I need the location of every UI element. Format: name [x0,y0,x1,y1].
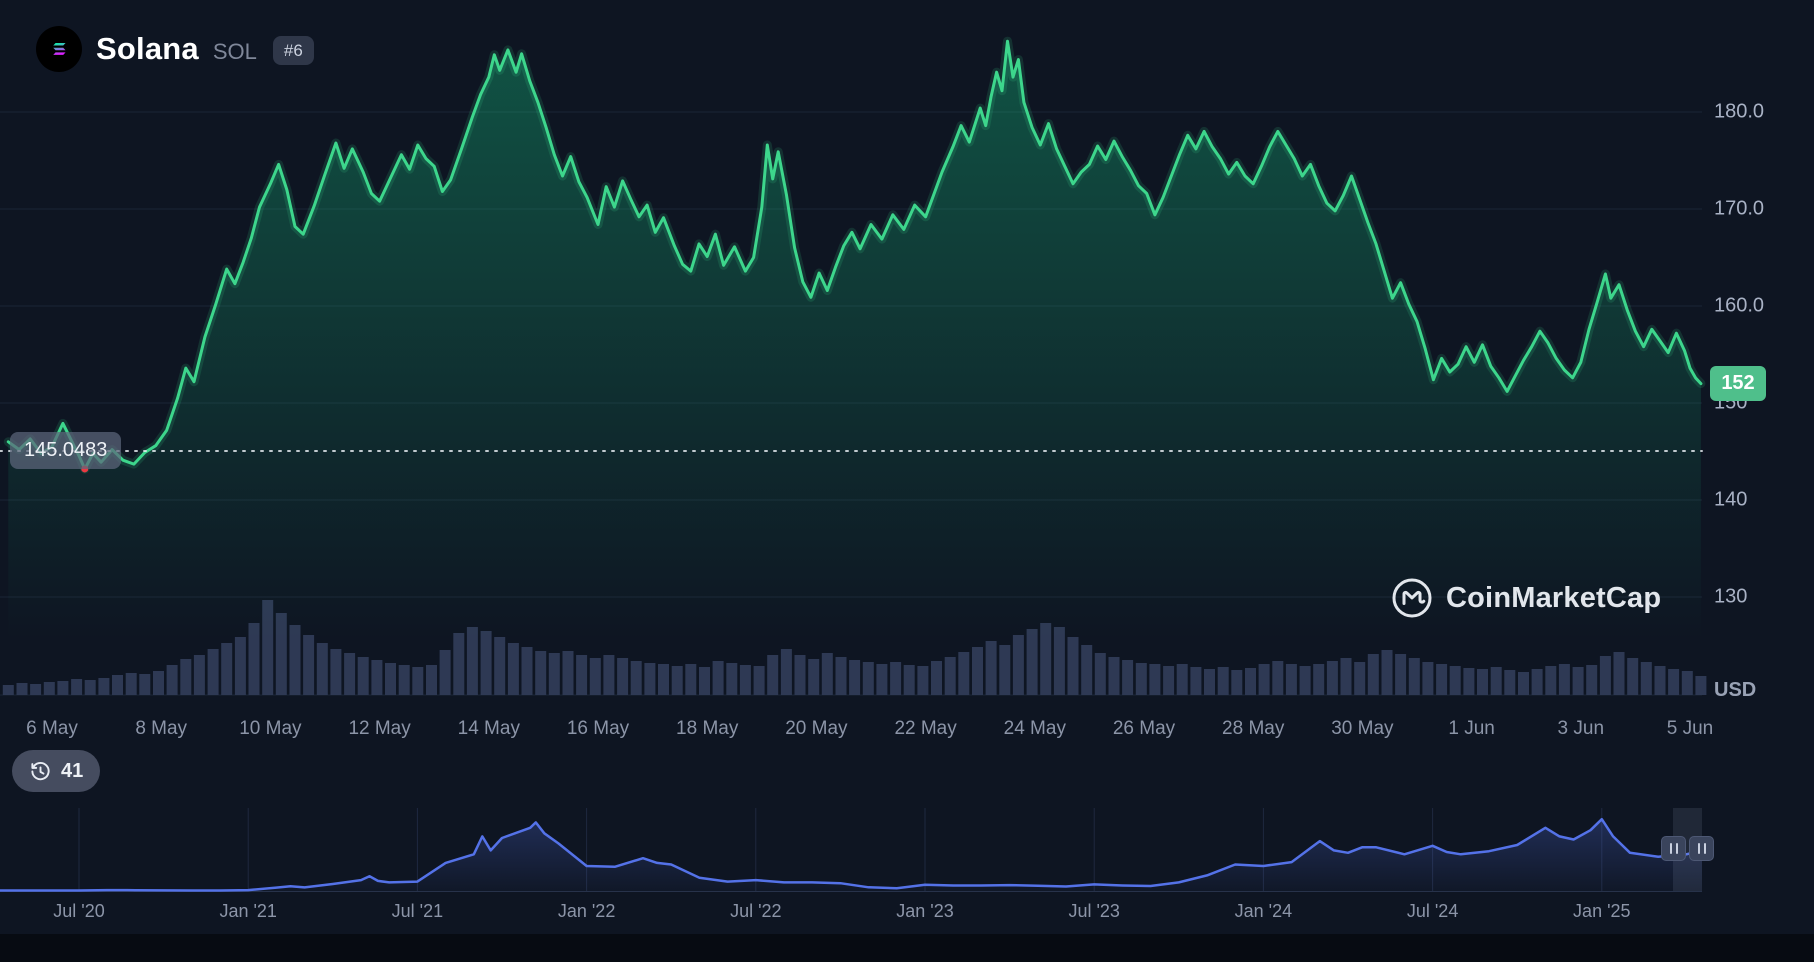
reference-price-label: 145.0483 [10,432,122,470]
coin-header: Solana SOL #6 [36,26,314,72]
axis-unit-label: USD [1714,679,1757,701]
watermark-label: CoinMarketCap [1446,581,1662,614]
current-price-badge: 152 [1710,365,1766,401]
price-line [6,39,1703,471]
coin-symbol: SOL [212,39,257,64]
range-selector-line [0,817,1704,892]
bottom-strip [0,934,1814,962]
brush-handle-end[interactable] [1689,836,1714,861]
range-selector-area[interactable] [0,819,1702,891]
handle-grip-bar [1669,843,1672,854]
price-area-fill [8,41,1701,660]
brush-handle-start[interactable] [1661,836,1686,861]
handle-grip-bar [1675,843,1678,854]
coin-rank-badge: #6 [272,35,314,65]
coinmarketcap-logo-icon [1392,578,1432,618]
coinmarketcap-watermark: CoinMarketCap [1390,576,1661,620]
handle-grip-bar [1703,843,1706,854]
handle-grip-bar [1697,843,1700,854]
history-clock-icon [31,761,50,780]
history-badge[interactable]: 41 [12,750,101,792]
history-count: 41 [61,759,84,782]
coin-name: Solana [96,31,199,66]
solana-glyph-icon [52,42,66,55]
solana-logo [36,26,82,72]
